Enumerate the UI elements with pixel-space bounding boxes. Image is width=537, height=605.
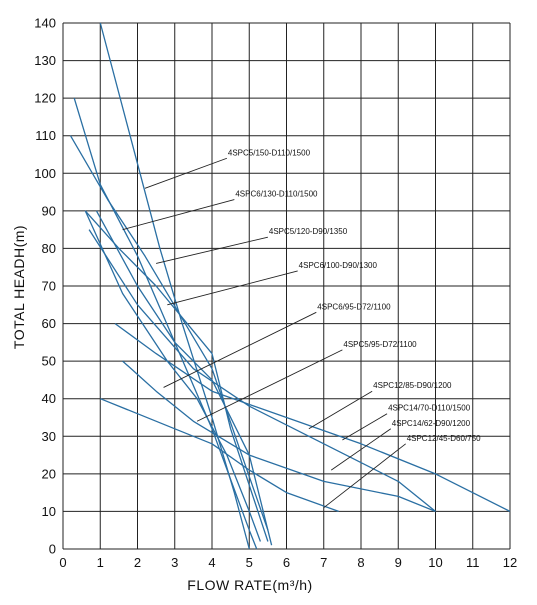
- series-label: 4SPC5/95-D72/1100: [343, 340, 417, 349]
- series-line: [122, 360, 436, 513]
- y-tick-label: 50: [42, 354, 56, 369]
- annotation-pointers: [122, 157, 406, 509]
- y-tick-label: 30: [42, 429, 56, 444]
- y-tick-label: 80: [42, 241, 56, 256]
- y-tick-label: 140: [34, 16, 56, 31]
- y-tick-label: 20: [42, 466, 56, 481]
- series-label: 4SPC6/100-D90/1300: [299, 261, 378, 270]
- y-tick-label: 60: [42, 316, 56, 331]
- y-tick-label: 70: [42, 279, 56, 294]
- x-tick-label: 11: [466, 555, 480, 570]
- annotation-pointer: [144, 157, 228, 189]
- x-tick-label: 9: [395, 555, 402, 570]
- grid-lines: [62, 22, 511, 550]
- series-label: 4SPC5/120-D90/1350: [269, 227, 348, 236]
- y-tick-label: 120: [34, 91, 56, 106]
- series-line: [114, 323, 511, 512]
- y-tick-label: 10: [42, 504, 56, 519]
- y-tick-label: 0: [49, 542, 56, 557]
- y-tick-label: 90: [42, 203, 56, 218]
- x-tick-label: 4: [208, 555, 215, 570]
- series-lines: [69, 22, 511, 550]
- series-line: [95, 210, 273, 546]
- annotation-pointer: [156, 236, 268, 264]
- y-tick-label: 110: [35, 128, 56, 143]
- series-label: 4SPC6/95-D72/1100: [317, 302, 391, 311]
- y-tick-label: 100: [34, 166, 56, 181]
- x-tick-label: 6: [283, 555, 290, 570]
- annotation-pointer: [308, 390, 373, 430]
- annotation-pointer: [330, 428, 392, 471]
- annotation-pointer: [342, 413, 388, 441]
- x-axis-label: FLOW RATE(m³/h): [187, 577, 312, 593]
- series-label: 4SPC14/70-D110/1500: [388, 404, 471, 413]
- y-axis-label: TOTAL HEADH(m): [11, 225, 27, 349]
- x-tick-label: 0: [59, 555, 66, 570]
- annotation-pointer: [167, 270, 298, 306]
- x-tick-label: 2: [134, 555, 141, 570]
- series-label: 4SPC6/130-D110/1500: [235, 190, 318, 199]
- x-tick-label: 5: [246, 555, 253, 570]
- tick-labels: 0 1 2 3 4 5 6 7 8 9 10 11 12010203040506070809010011…: [34, 16, 517, 571]
- series-line: [88, 229, 436, 512]
- x-tick-label: 8: [357, 555, 364, 570]
- series-line: [84, 210, 262, 542]
- annotation-labels: 4SPC5/150-D110/1500 4SPC6/130-D110/1500 4S…: [228, 148, 481, 443]
- x-tick-label: 12: [503, 555, 517, 570]
- series-line: [84, 210, 269, 542]
- x-tick-label: 1: [97, 555, 104, 570]
- annotation-pointer: [196, 349, 343, 422]
- y-tick-label: 130: [34, 53, 56, 68]
- series-line: [99, 22, 250, 550]
- x-tick-label: 7: [320, 555, 327, 570]
- annotation-pointer: [122, 199, 235, 231]
- annotation-pointer: [163, 311, 317, 388]
- series-label: 4SPC12/45-D60/750: [407, 434, 481, 443]
- series-label: 4SPC5/150-D110/1500: [228, 148, 311, 157]
- series-label: 4SPC14/62-D90/1200: [392, 419, 471, 428]
- x-tick-label: 10: [428, 555, 442, 570]
- series-label: 4SPC12/85-D90/1200: [373, 381, 452, 390]
- annotation-pointer: [323, 443, 406, 509]
- x-tick-label: 3: [171, 555, 178, 570]
- series-line: [100, 398, 339, 513]
- y-tick-label: 40: [42, 391, 56, 406]
